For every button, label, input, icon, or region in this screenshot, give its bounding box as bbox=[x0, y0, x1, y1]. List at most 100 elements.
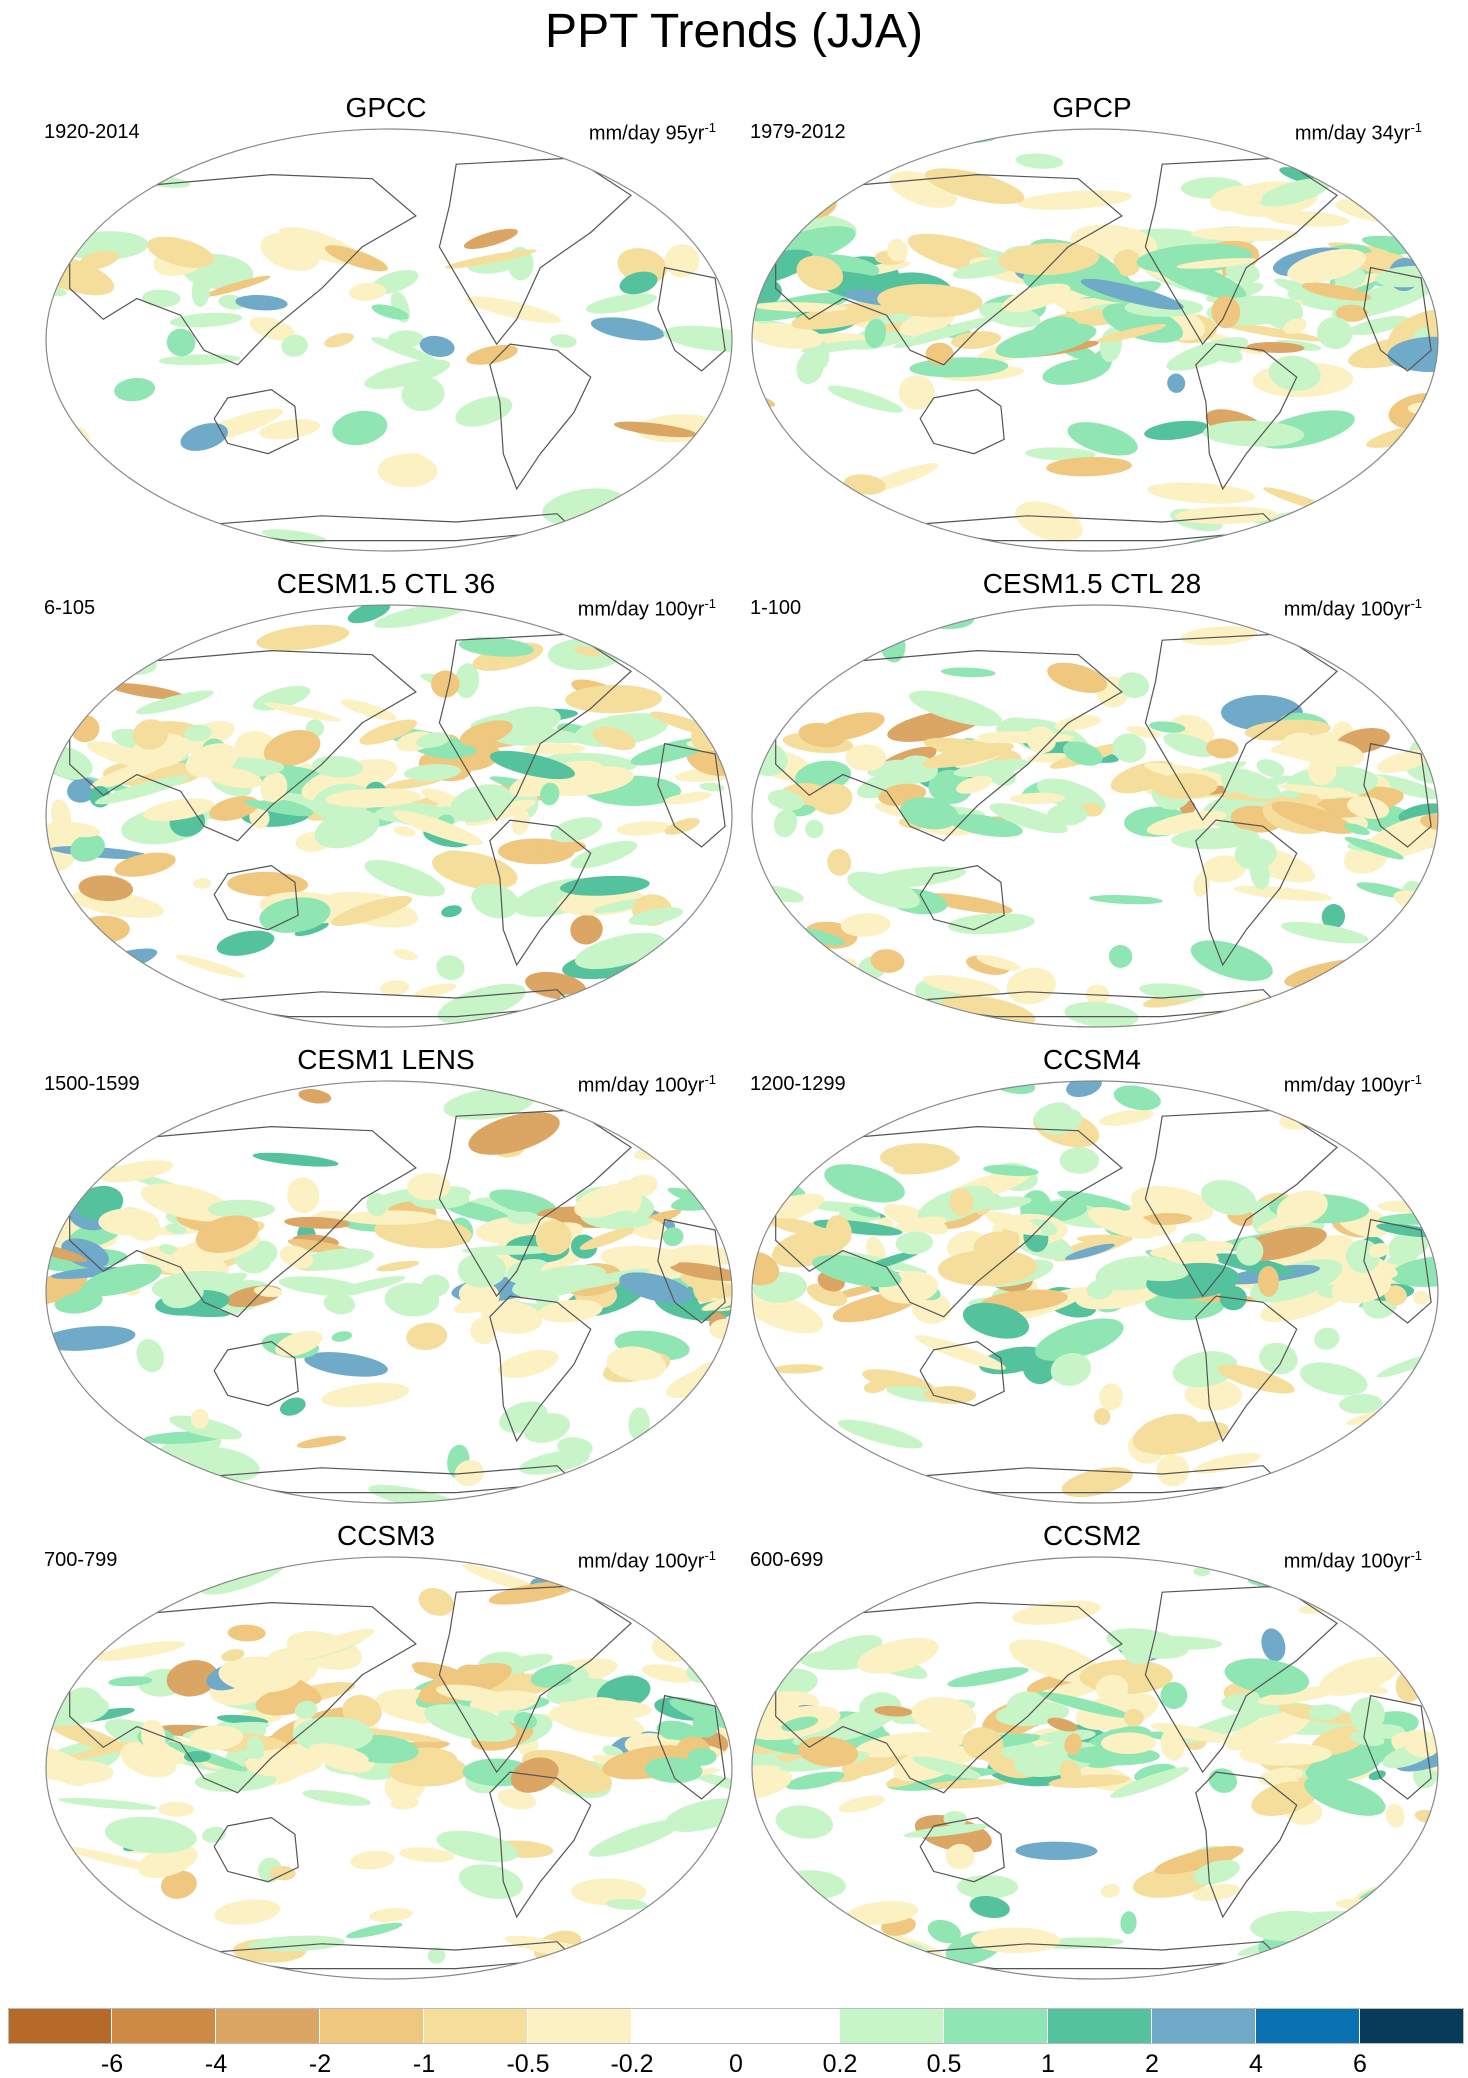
trend-patch bbox=[46, 1466, 96, 1499]
trend-patch bbox=[641, 1664, 696, 1683]
coastline-africa bbox=[657, 742, 726, 848]
trend-patch bbox=[46, 605, 72, 624]
trend-patch bbox=[281, 334, 308, 357]
trend-patch bbox=[1279, 748, 1319, 762]
trend-patch bbox=[1387, 1230, 1429, 1261]
trend-patch bbox=[1368, 774, 1438, 800]
coastline-namerica bbox=[438, 1585, 632, 1774]
trend-patch bbox=[1367, 1417, 1407, 1444]
trend-patch bbox=[682, 1423, 732, 1446]
trend-patch bbox=[1180, 626, 1258, 646]
trend-patch bbox=[1141, 1212, 1192, 1226]
trend-patch bbox=[1035, 1318, 1124, 1361]
trend-patch bbox=[752, 1560, 803, 1593]
trend-patch bbox=[292, 1716, 374, 1753]
trend-patch bbox=[1120, 1911, 1137, 1935]
trend-patch bbox=[1266, 210, 1350, 227]
trend-patch bbox=[330, 895, 413, 926]
trend-patch bbox=[989, 803, 1068, 834]
trend-patch bbox=[870, 949, 905, 973]
trend-patch bbox=[161, 1280, 204, 1309]
trend-patch bbox=[945, 1843, 975, 1870]
trend-patch bbox=[468, 1112, 560, 1155]
trend-patch bbox=[343, 1210, 438, 1225]
trend-patch bbox=[359, 719, 418, 745]
trend-patch bbox=[762, 1912, 816, 1928]
trend-patch bbox=[1009, 792, 1065, 805]
trend-patch bbox=[827, 385, 903, 413]
trend-patch bbox=[1338, 170, 1369, 187]
trend-patch bbox=[497, 1349, 559, 1378]
trend-patch bbox=[424, 1704, 517, 1742]
trend-patch bbox=[605, 1898, 648, 1910]
trend-patch bbox=[923, 975, 1001, 996]
trend-patch bbox=[1102, 303, 1184, 343]
trend-patch bbox=[97, 1473, 159, 1489]
trend-patch bbox=[522, 743, 586, 755]
trend-patch bbox=[443, 1087, 535, 1120]
trend-patch bbox=[1257, 1686, 1338, 1705]
colorbar-swatch bbox=[1256, 2008, 1360, 2044]
trend-patch bbox=[399, 1847, 455, 1863]
trend-patch bbox=[1123, 1708, 1144, 1727]
units-text: mm/day 34yr bbox=[1294, 122, 1411, 145]
coastline-africa bbox=[1363, 1218, 1432, 1324]
trend-patch bbox=[70, 834, 105, 862]
trend-patch bbox=[953, 758, 1031, 778]
trend-patch bbox=[1307, 755, 1337, 786]
trend-patch bbox=[669, 1262, 732, 1281]
trend-patch bbox=[94, 775, 190, 805]
trend-patch bbox=[857, 1637, 939, 1674]
colorbar-swatch bbox=[1152, 2008, 1256, 2044]
trend-patch bbox=[364, 859, 446, 897]
trend-patch bbox=[855, 1732, 944, 1758]
trend-patch bbox=[694, 1930, 727, 1964]
trend-patch bbox=[1193, 1567, 1211, 1577]
trend-patch bbox=[1407, 432, 1431, 450]
units-exponent: -1 bbox=[1410, 1548, 1422, 1563]
trend-patch bbox=[455, 396, 513, 427]
units-text: mm/day 100yr bbox=[1283, 1074, 1411, 1097]
trend-patch bbox=[175, 954, 246, 978]
trend-patch bbox=[1261, 1628, 1286, 1662]
trend-patch bbox=[1221, 761, 1238, 794]
trend-patch bbox=[1319, 1656, 1400, 1696]
trend-patch bbox=[1150, 1723, 1235, 1744]
trend-patch bbox=[692, 971, 732, 997]
trend-field bbox=[46, 129, 732, 551]
trend-patch bbox=[65, 1846, 160, 1872]
trend-patch bbox=[436, 1830, 519, 1863]
trend-patch bbox=[158, 1479, 235, 1503]
trend-patch bbox=[388, 453, 428, 475]
trend-patch bbox=[777, 166, 822, 198]
trend-patch bbox=[798, 722, 846, 748]
trend-patch bbox=[1057, 1190, 1131, 1211]
trend-patch bbox=[462, 1245, 556, 1255]
trend-patch bbox=[1037, 1691, 1132, 1719]
panel-title: GPCC bbox=[345, 92, 427, 123]
trend-patch bbox=[752, 1617, 803, 1655]
coastline-namerica bbox=[438, 1109, 632, 1298]
trend-patch bbox=[406, 1172, 451, 1201]
units-exponent: -1 bbox=[704, 596, 716, 611]
colorbar-swatch bbox=[8, 2008, 112, 2044]
trend-patch bbox=[160, 1870, 197, 1899]
trend-patch bbox=[540, 782, 560, 806]
units-exponent: -1 bbox=[1410, 1072, 1422, 1087]
trend-patch bbox=[1193, 1452, 1261, 1474]
trend-patch bbox=[1224, 1658, 1310, 1695]
trend-patch bbox=[348, 282, 386, 302]
panel-title: CCSM3 bbox=[336, 1520, 435, 1551]
trend-patch bbox=[114, 377, 156, 402]
trend-patch bbox=[135, 690, 214, 715]
trend-patch bbox=[1402, 1729, 1438, 1758]
colorbar-frame bbox=[8, 2008, 1464, 2044]
trend-patch bbox=[1063, 741, 1103, 766]
trend-patch bbox=[227, 1624, 266, 1642]
panel-title: CCSM2 bbox=[1042, 1520, 1141, 1551]
trend-patch bbox=[1382, 1612, 1438, 1625]
trend-patch bbox=[1172, 1351, 1238, 1388]
trend-patch bbox=[496, 725, 587, 744]
trend-patch bbox=[1283, 318, 1307, 335]
trend-patch bbox=[147, 236, 214, 268]
